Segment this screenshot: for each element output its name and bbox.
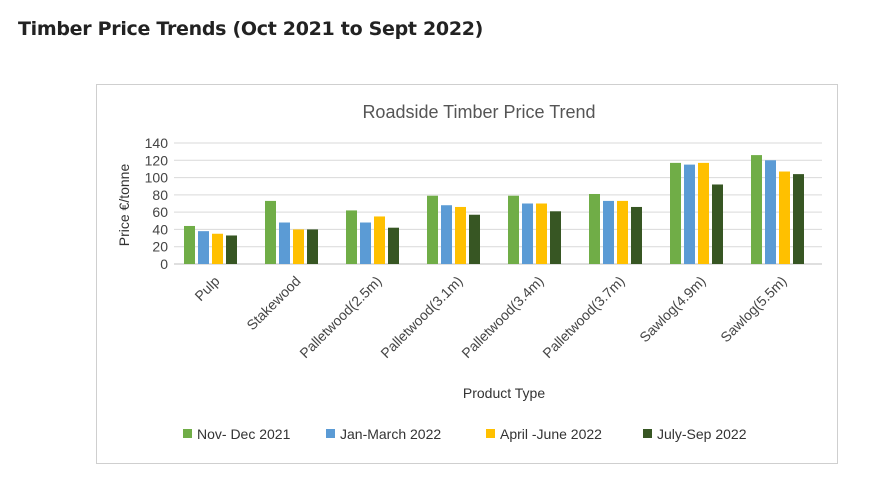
legend-label: Jan-March 2022 <box>340 426 441 442</box>
bar <box>198 231 209 264</box>
legend-swatch <box>486 429 495 438</box>
y-tick-label: 120 <box>145 152 169 168</box>
x-tick-label: Sawlog(5.5m) <box>717 273 789 345</box>
bar <box>226 235 237 264</box>
bar <box>522 203 533 264</box>
bar <box>346 210 357 264</box>
bar <box>536 203 547 264</box>
legend-swatch <box>326 429 335 438</box>
legend-label: July-Sep 2022 <box>657 426 747 442</box>
legend-swatch <box>643 429 652 438</box>
x-tick-label: Sawlog(4.9m) <box>636 273 708 345</box>
bar <box>751 155 762 264</box>
y-tick-label: 100 <box>145 170 169 186</box>
y-tick-label: 0 <box>160 256 168 272</box>
legend: Nov- Dec 2021 Jan-March 2022 April -June 2… <box>183 426 747 442</box>
bar <box>441 205 452 264</box>
bar <box>212 233 223 264</box>
y-tick-label: 40 <box>152 221 168 237</box>
bar <box>279 222 290 264</box>
x-tick-label: Palletwood(3.1m) <box>377 273 465 361</box>
chart-title: Roadside Timber Price Trend <box>362 102 595 122</box>
bar <box>307 229 318 264</box>
y-axis-title: Price €/tonne <box>116 164 132 247</box>
y-tick-label: 140 <box>145 135 169 151</box>
bar <box>603 200 614 264</box>
bar <box>360 222 371 264</box>
y-tick-label: 20 <box>152 239 168 255</box>
bar <box>670 162 681 264</box>
x-tick-label: Stakewood <box>243 273 303 333</box>
bar <box>684 164 695 264</box>
y-tick-label: 60 <box>152 204 168 220</box>
bar <box>779 171 790 264</box>
bar <box>698 162 709 264</box>
bars <box>184 155 804 264</box>
x-tick-label: Palletwood(3.7m) <box>539 273 627 361</box>
chart-container: Roadside Timber Price Trend 0 20 40 60 80 100… <box>96 84 838 464</box>
legend-label: Nov- Dec 2021 <box>197 426 291 442</box>
bar <box>589 193 600 264</box>
bar-chart: Roadside Timber Price Trend 020 406080100… <box>116 102 822 442</box>
bar <box>184 225 195 264</box>
bar <box>388 227 399 264</box>
bar <box>712 184 723 264</box>
bar <box>455 206 466 264</box>
bar <box>469 214 480 264</box>
bar <box>265 200 276 264</box>
x-tick-label: Palletwood(2.5m) <box>296 273 384 361</box>
bar <box>765 160 776 264</box>
bar <box>793 174 804 264</box>
x-axis-title: Product Type <box>463 385 545 401</box>
x-tick-label: Palletwood(3.4m) <box>458 273 546 361</box>
y-tick-label: 80 <box>152 187 168 203</box>
bar <box>293 229 304 264</box>
x-tick-label: Pulp <box>191 273 222 304</box>
legend-swatch <box>183 429 192 438</box>
bar <box>508 195 519 264</box>
bar <box>374 216 385 264</box>
bar <box>631 206 642 264</box>
bar <box>617 200 628 264</box>
bar <box>427 195 438 264</box>
bar <box>550 211 561 264</box>
x-axis-ticks: Pulp StakewoodPalletwood(2.5m)Palletwood(… <box>191 273 789 361</box>
legend-label: April -June 2022 <box>500 426 602 442</box>
page-title: Timber Price Trends (Oct 2021 to Sept 20… <box>18 18 484 40</box>
